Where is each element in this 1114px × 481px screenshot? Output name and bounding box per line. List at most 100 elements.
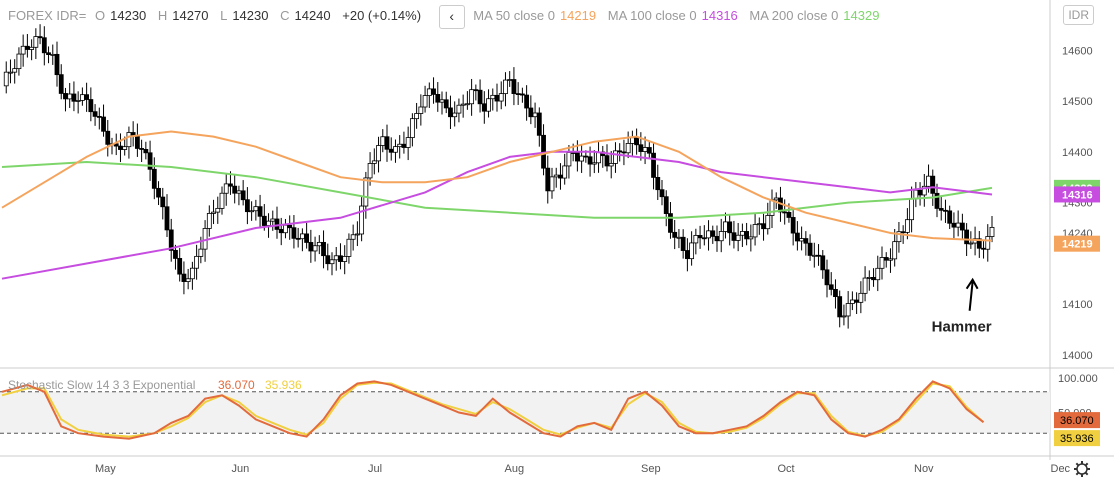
candle-body <box>105 130 111 145</box>
chevron-left-icon[interactable]: ‹ <box>438 5 465 29</box>
candle-body <box>211 211 216 214</box>
candle-body <box>363 177 369 207</box>
gear-tooth <box>1084 462 1089 467</box>
candle-body <box>888 258 893 261</box>
candle-body <box>604 155 610 167</box>
candle-body <box>833 288 838 298</box>
candle-body <box>384 136 390 150</box>
price-label-box <box>1054 186 1100 203</box>
annotation-arrow <box>968 281 974 311</box>
candle-body <box>917 189 923 196</box>
candle-body <box>37 36 43 39</box>
candle-body <box>756 223 762 226</box>
candle-body <box>608 163 614 167</box>
candle-body <box>739 231 745 236</box>
candle-body <box>651 152 656 178</box>
candle-body <box>583 155 589 158</box>
low-value: 14230 <box>232 8 269 24</box>
candle-body <box>143 148 149 154</box>
candle-body <box>655 176 661 191</box>
candle-body <box>185 278 191 282</box>
candle-body <box>773 197 779 201</box>
candle-body <box>147 152 153 170</box>
ma50-label: MA 50 close 0 <box>473 8 555 24</box>
candle-body <box>12 68 18 73</box>
candle-body <box>824 269 830 286</box>
candle-body <box>494 94 500 102</box>
candle-body <box>579 155 585 162</box>
candle-body <box>50 53 56 56</box>
candle-body <box>16 53 22 70</box>
candle-body <box>477 89 483 105</box>
candle-body <box>325 255 331 265</box>
x-tick-label: Jul <box>368 463 382 475</box>
candle-body <box>448 107 453 118</box>
candle-body <box>528 107 534 118</box>
candle-body <box>748 236 754 240</box>
stoch-value-box <box>1054 412 1100 429</box>
price-label-text: 14316 <box>1062 189 1093 201</box>
candle-body <box>845 303 851 317</box>
candle-body <box>88 99 94 113</box>
candle-body <box>198 248 204 257</box>
candle-body <box>849 299 855 304</box>
candle-body <box>549 176 555 192</box>
gear-icon <box>1074 461 1090 477</box>
candle-body <box>397 143 403 148</box>
candle-body <box>617 150 623 153</box>
candle-body <box>58 74 64 94</box>
candle-body <box>515 93 521 95</box>
candle-body <box>426 88 432 96</box>
candle-body <box>371 160 377 164</box>
candle-body <box>486 98 491 112</box>
candle-body <box>807 242 813 256</box>
candle-body <box>566 152 572 167</box>
candle-body <box>464 103 470 106</box>
candle-body <box>232 185 238 194</box>
candle-body <box>727 221 733 234</box>
candle-body <box>503 79 508 95</box>
candle-body <box>591 162 597 165</box>
candle-body <box>668 213 673 233</box>
candle-body <box>981 247 986 250</box>
ma200-line <box>1 160 993 219</box>
candle-body <box>934 192 940 209</box>
candle-body <box>380 136 386 146</box>
candle-body <box>769 199 775 216</box>
open-value: 14230 <box>110 8 147 24</box>
candle-body <box>236 190 242 194</box>
candle-body <box>596 151 601 164</box>
candle-body <box>287 224 293 229</box>
candle-body <box>701 237 707 240</box>
x-tick-label: Sep <box>641 463 661 475</box>
candle-body <box>684 250 690 260</box>
candle-body <box>354 233 360 236</box>
currency-button[interactable]: IDR <box>1063 5 1094 25</box>
candle-body <box>828 284 834 290</box>
candle-body <box>452 112 458 118</box>
candle-body <box>202 228 208 250</box>
candle-body <box>646 147 652 154</box>
candle-body <box>964 229 970 245</box>
x-tick-label: Aug <box>505 463 525 475</box>
candle-body <box>164 206 170 231</box>
candle-body <box>33 36 39 48</box>
candle-body <box>244 199 250 213</box>
stoch-d-value: 35.936 <box>265 378 302 392</box>
change-value: +20 (+0.14%) <box>342 8 422 24</box>
candle-body <box>168 229 174 251</box>
stoch-title: Stochastic Slow 14 3 3 Exponential <box>8 378 195 392</box>
close-label: C <box>280 8 290 24</box>
candle-body <box>900 231 906 234</box>
gear-tooth <box>1084 471 1089 476</box>
candle-body <box>735 234 741 241</box>
candle-body <box>63 93 68 100</box>
candle-body <box>574 152 580 162</box>
candle-body <box>558 174 563 179</box>
candle-body <box>92 111 98 117</box>
ma50-value: 14219 <box>559 8 597 24</box>
candle-body <box>909 198 915 221</box>
candle-body <box>177 258 183 275</box>
